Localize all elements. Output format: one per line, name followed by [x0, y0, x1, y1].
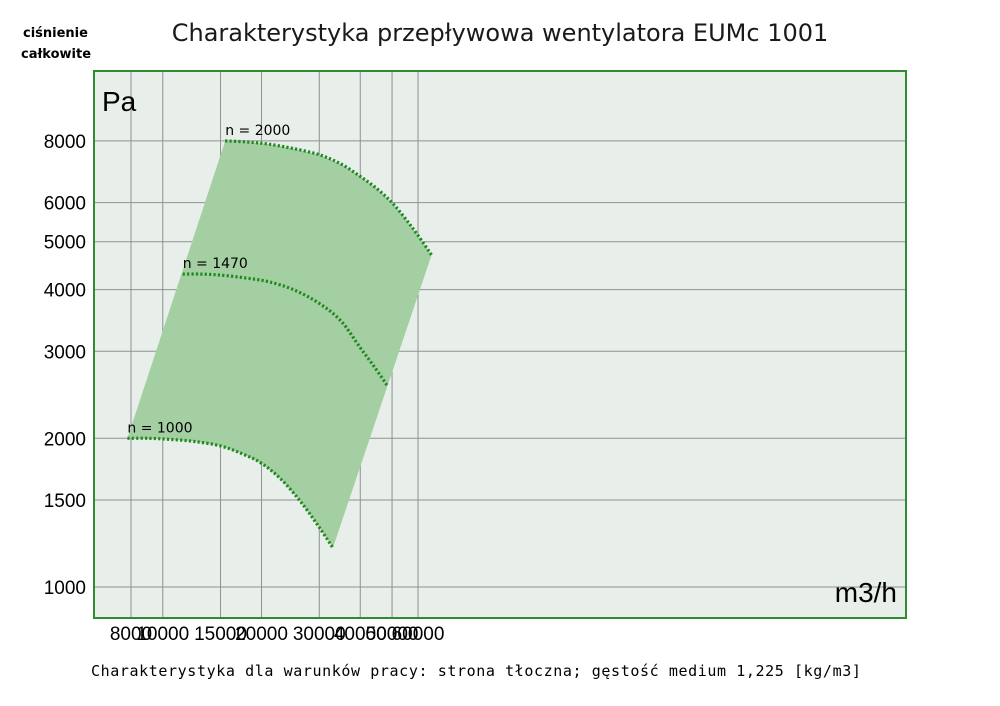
plot-border [93, 70, 907, 619]
curve-label: n = 2000 [225, 123, 290, 139]
operating-region [127, 140, 432, 548]
y-tick-label: 3000 [44, 342, 86, 363]
y-tick-label: 2000 [44, 429, 86, 450]
footnote: Charakterystyka dla warunków pracy: stro… [91, 662, 861, 680]
curve-n-1000 [127, 436, 335, 549]
x-tick-label: 50000 [366, 624, 419, 645]
y-tick-label: 1500 [44, 491, 86, 512]
y-tick-label: 4000 [44, 281, 86, 302]
speed-curves [127, 139, 433, 549]
y-tick-label: 8000 [44, 132, 86, 153]
x-tick-label: 10000 [136, 624, 189, 645]
y-tick-label: 6000 [44, 194, 86, 215]
y-tick-labels: 1000 1500 2000 3000 4000 5000 6000 8000 [44, 132, 86, 599]
x-tick-label: 40000 [334, 624, 387, 645]
chart-title: Charakterystyka przepływowa wentylatora … [172, 19, 829, 47]
x-tick-label: 20000 [235, 624, 288, 645]
curve-label: n = 1000 [127, 420, 192, 436]
curve-labels: n = 1000 n = 1470 n = 2000 [127, 123, 290, 436]
curve-n-2000 [225, 139, 433, 256]
y-tick-label: 1000 [44, 578, 86, 599]
x-tick-label: 8000 [110, 624, 152, 645]
x-tick-label: 30000 [293, 624, 346, 645]
y-unit-label: Pa [102, 86, 137, 117]
curve-n-1470 [182, 272, 390, 388]
y-axis-label-line1: ciśnienie [23, 26, 88, 41]
curve-label: n = 1470 [183, 256, 248, 272]
x-tick-label: 15000 [194, 624, 247, 645]
x-tick-label: 60000 [392, 624, 445, 645]
y-axis-label-line2: całkowite [21, 47, 91, 62]
x-unit-label: m3/h [835, 577, 897, 608]
y-tick-label: 5000 [44, 233, 86, 254]
